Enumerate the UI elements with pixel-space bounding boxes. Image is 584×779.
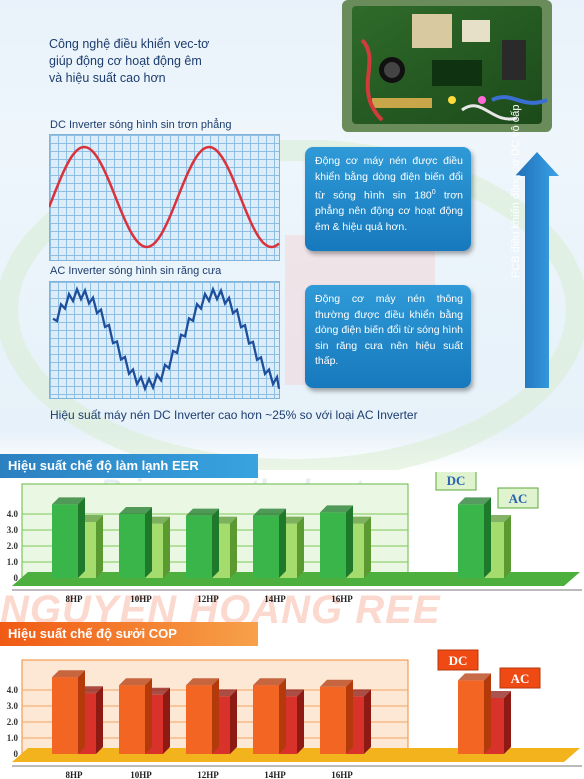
- ac-bar-side: [96, 686, 103, 754]
- legend-ac-label: AC: [509, 491, 528, 506]
- ac-sawtooth-wave: [52, 286, 280, 392]
- dc-bar: [186, 685, 212, 754]
- eer-chart-title: Hiệu suất chế độ làm lạnh EER: [0, 454, 258, 478]
- legend-dc-label-box: [437, 649, 479, 671]
- pcb-label: PCB điều khiển động cơ DC vô cấp: [510, 104, 522, 278]
- x-category-label: 12HP: [197, 770, 219, 779]
- dc-bar-top: [52, 670, 85, 678]
- x-category-label: 16HP: [331, 594, 353, 602]
- dc-bar-side: [279, 508, 286, 578]
- dc-bar: [52, 677, 78, 754]
- intro-line: Công nghệ điều khiển vec-tơ: [49, 37, 210, 51]
- ac-bar-side: [364, 689, 371, 754]
- x-category-label: 14HP: [264, 770, 286, 779]
- y-tick-label: 1.0: [7, 733, 19, 743]
- legend-dc-bar-top: [458, 497, 491, 505]
- pcb-photo: [342, 0, 552, 132]
- y-tick-label: 4.0: [7, 509, 19, 519]
- dc-bar-side: [78, 497, 85, 578]
- legend-ac-bar-side: [504, 691, 511, 754]
- legend-ac-bar-side: [504, 515, 511, 578]
- ac-bar-side: [163, 516, 170, 578]
- dc-bar-top: [253, 508, 286, 516]
- dc-bar-side: [78, 670, 85, 754]
- dc-bubble-text-rest: trơn phẳng nên động cơ hoạt động êm & hi…: [315, 189, 463, 233]
- dc-bar-side: [145, 678, 152, 754]
- dc-bubble-degree: 0: [431, 189, 436, 196]
- dc-bar-top: [253, 678, 286, 686]
- dc-bar-side: [145, 507, 152, 578]
- dc-bar-top: [320, 679, 353, 687]
- dc-bar-side: [212, 678, 219, 754]
- up-arrow-icon: [515, 152, 559, 388]
- legend-dc-label-box: [435, 472, 477, 491]
- cop-bar-chart: 0 1.0 2.0 3.0 4.0 8HP 10HP 12HP 14HP 16HP DC AC: [7, 649, 582, 779]
- intro-text: Công nghệ điều khiển vec-tơ giúp động cơ…: [49, 36, 309, 87]
- legend-dc-bar-side: [484, 673, 491, 754]
- dc-bar-top: [52, 497, 85, 505]
- dc-bar: [52, 504, 78, 578]
- y-tick-label: 2.0: [7, 541, 19, 551]
- ac-bar-side: [364, 516, 371, 578]
- dc-bar-top: [119, 678, 152, 686]
- legend-dc-label: DC: [449, 653, 468, 668]
- x-category-label: 8HP: [66, 770, 84, 779]
- dc-bar-side: [279, 678, 286, 754]
- dc-wave-title: DC Inverter sóng hình sin trơn phẳng: [50, 119, 232, 131]
- cop-chart-title: Hiệu suất chế độ sưởi COP: [0, 622, 258, 646]
- y-tick-label: 4.0: [7, 685, 19, 695]
- ac-wave-grid: [49, 281, 280, 399]
- ac-explanation-bubble: Động cơ máy nén thông thường được điều k…: [305, 285, 471, 388]
- dc-bar-side: [212, 508, 219, 578]
- efficiency-summary: Hiệu suất máy nén DC Inverter cao hơn ~2…: [50, 408, 418, 422]
- y-tick-label: 3.0: [7, 701, 19, 711]
- dc-bar: [186, 515, 212, 578]
- dc-bar: [119, 685, 145, 754]
- y-tick-label: 0: [14, 573, 19, 583]
- ac-bar-side: [163, 687, 170, 754]
- legend-ac-label-box: [497, 487, 539, 509]
- dc-bar: [320, 686, 346, 754]
- x-category-label: 10HP: [130, 594, 152, 602]
- dc-bubble-text: Động cơ máy nén được điều khiển bằng dòn…: [315, 155, 463, 202]
- x-category-label: 10HP: [130, 770, 152, 779]
- legend-dc-bar: [458, 504, 484, 578]
- ac-wave-title: AC Inverter sóng hình sin răng cưa: [50, 265, 222, 277]
- x-category-label: 8HP: [66, 594, 84, 602]
- dc-bar: [119, 514, 145, 578]
- intro-line: giúp động cơ hoạt động êm: [49, 54, 202, 68]
- dc-bar-top: [186, 508, 219, 516]
- dc-bar: [253, 685, 279, 754]
- ac-bar-side: [230, 516, 237, 578]
- dc-bar: [253, 515, 279, 578]
- dc-bar-top: [320, 505, 353, 513]
- y-tick-label: 0: [14, 749, 19, 759]
- x-category-label: 14HP: [264, 594, 286, 602]
- ac-bar-side: [297, 689, 304, 754]
- dc-sine-wave: [49, 145, 280, 249]
- y-tick-label: 1.0: [7, 557, 19, 567]
- legend-dc-bar: [458, 680, 484, 754]
- dc-bar-side: [346, 679, 353, 754]
- legend-ac-label-box: [499, 667, 541, 689]
- dc-bar: [320, 512, 346, 578]
- legend-ac-label: AC: [511, 671, 530, 686]
- ac-bar-side: [96, 515, 103, 578]
- x-category-label: 12HP: [197, 594, 219, 602]
- dc-bar-top: [119, 507, 152, 514]
- y-tick-label: 3.0: [7, 525, 19, 535]
- intro-line: và hiệu suất cao hơn: [49, 71, 166, 85]
- legend-dc-bar-side: [484, 497, 491, 578]
- ac-bar-side: [230, 689, 237, 754]
- eer-bar-chart: 0 1.0 2.0 3.0 4.0 8HP 10HP 12HP 14HP 16HP DC AC: [7, 472, 582, 602]
- dc-bar-top: [186, 678, 219, 686]
- legend-dc-bar-top: [458, 673, 491, 681]
- legend-dc-label: DC: [447, 473, 466, 488]
- ac-bar-side: [297, 516, 304, 578]
- dc-bar-side: [346, 505, 353, 578]
- dc-explanation-bubble: Động cơ máy nén được điều khiển bằng dòn…: [305, 147, 471, 251]
- y-tick-label: 2.0: [7, 717, 19, 727]
- x-category-label: 16HP: [331, 770, 353, 779]
